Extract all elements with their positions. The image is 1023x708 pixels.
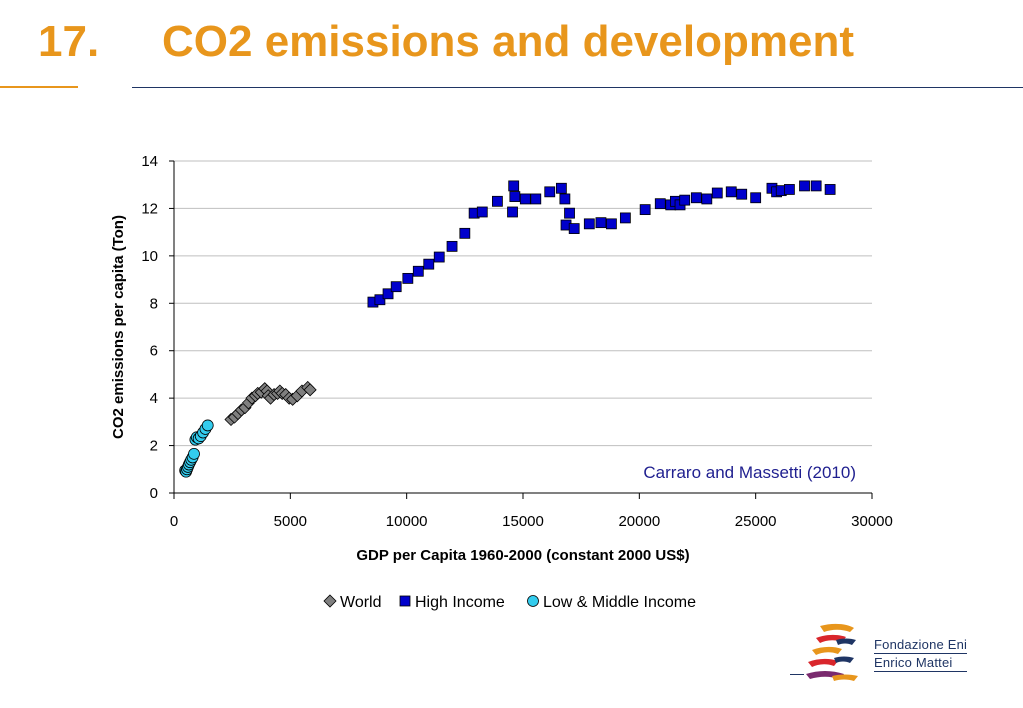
data-point-high-income bbox=[559, 193, 571, 205]
data-point-high-income bbox=[654, 198, 666, 210]
data-point-high-income bbox=[824, 184, 836, 195]
axes bbox=[169, 160, 873, 499]
slide-title-text: CO2 emissions and development bbox=[162, 17, 854, 66]
legend-marker-world bbox=[323, 594, 337, 608]
legend-marker-high-income bbox=[399, 595, 411, 607]
data-point-high-income bbox=[583, 218, 595, 230]
data-point-high-income bbox=[492, 195, 503, 207]
data-point-high-income bbox=[639, 204, 651, 216]
data-point-high-income bbox=[736, 188, 748, 200]
fondazione-eni-logo: Fondazione Eni Enrico Mattei bbox=[790, 618, 980, 690]
tick-labels: 0 2 4 6 8 10 12 14 0 5000 10000 15000 20000 25000 3000… bbox=[141, 153, 893, 530]
data-point-world bbox=[303, 383, 317, 397]
y-tick-label: 0 bbox=[150, 485, 158, 502]
x-tick-label: 20000 bbox=[618, 513, 660, 530]
x-axis-label: GDP per Capita 1960-2000 (constant 2000 … bbox=[356, 547, 689, 564]
x-tick-label: 15000 bbox=[502, 513, 544, 530]
data-point-high-income bbox=[544, 186, 556, 198]
data-point-high-income bbox=[433, 251, 445, 263]
data-point-high-income bbox=[507, 206, 518, 218]
data-point-low-middle-income bbox=[201, 419, 214, 432]
y-tick-label: 12 bbox=[141, 200, 158, 217]
title-underline-accent bbox=[0, 86, 78, 88]
y-tick-label: 8 bbox=[150, 295, 158, 312]
slide-number: 17. bbox=[38, 17, 100, 66]
x-tick-label: 25000 bbox=[735, 513, 777, 530]
data-points bbox=[179, 180, 836, 478]
data-point-high-income bbox=[711, 187, 723, 199]
data-point-high-income bbox=[374, 294, 386, 306]
x-tick-label: 5000 bbox=[274, 513, 307, 530]
data-point-high-income bbox=[799, 180, 810, 192]
data-point-high-income bbox=[446, 240, 458, 252]
x-tick-label: 0 bbox=[170, 513, 178, 530]
data-point-high-income bbox=[423, 258, 435, 270]
slide-title: 17. CO2 emissions and development bbox=[38, 12, 854, 72]
data-point-high-income bbox=[382, 288, 394, 300]
data-point-high-income bbox=[390, 281, 402, 293]
y-tick-label: 2 bbox=[150, 438, 158, 455]
data-point-high-income bbox=[568, 223, 580, 234]
x-tick-label: 30000 bbox=[851, 513, 893, 530]
data-point-high-income bbox=[476, 206, 488, 218]
title-underline-rule bbox=[132, 87, 1023, 88]
data-point-high-income bbox=[508, 180, 520, 192]
data-point-high-income bbox=[595, 217, 607, 229]
data-point-high-income bbox=[784, 184, 795, 195]
data-point-high-income bbox=[725, 186, 737, 198]
data-point-high-income bbox=[509, 191, 521, 202]
legend-label-low-middle-income: Low & Middle Income bbox=[543, 594, 696, 611]
x-tick-label: 10000 bbox=[386, 513, 428, 530]
data-point-high-income bbox=[564, 207, 575, 219]
y-axis-label: CO2 emissions per capita (Ton) bbox=[110, 215, 127, 439]
y-tick-label: 14 bbox=[141, 153, 158, 170]
y-tick-label: 6 bbox=[150, 343, 158, 360]
logo-line-2: Enrico Mattei bbox=[874, 654, 968, 672]
data-point-high-income bbox=[459, 227, 471, 239]
data-point-high-income bbox=[412, 265, 424, 277]
legend-label-world: World bbox=[340, 594, 382, 611]
gridlines bbox=[174, 160, 872, 447]
logo-wordmark: Fondazione Eni Enrico Mattei bbox=[874, 636, 968, 672]
fee-logo-icon bbox=[790, 623, 858, 681]
legend-label-high-income: High Income bbox=[415, 594, 505, 611]
source-annotation: Carraro and Massetti (2010) bbox=[643, 463, 856, 482]
data-point-high-income bbox=[810, 180, 822, 192]
data-point-high-income bbox=[530, 193, 542, 205]
data-point-high-income bbox=[701, 193, 713, 205]
data-point-high-income bbox=[402, 272, 414, 284]
legend-marker-low-middle-income bbox=[527, 595, 539, 607]
logo-line-1: Fondazione Eni bbox=[874, 637, 968, 654]
data-point-high-income bbox=[750, 192, 762, 204]
data-point-high-income bbox=[555, 182, 567, 194]
legend: World High Income Low & Middle Income bbox=[323, 594, 696, 611]
data-point-high-income bbox=[619, 212, 631, 224]
data-point-high-income bbox=[519, 193, 531, 205]
data-point-low-middle-income bbox=[188, 447, 200, 460]
data-point-high-income bbox=[606, 218, 617, 230]
y-tick-label: 4 bbox=[150, 390, 158, 407]
data-point-high-income bbox=[679, 194, 691, 206]
data-point-high-income bbox=[690, 192, 702, 204]
y-tick-label: 10 bbox=[141, 248, 158, 265]
